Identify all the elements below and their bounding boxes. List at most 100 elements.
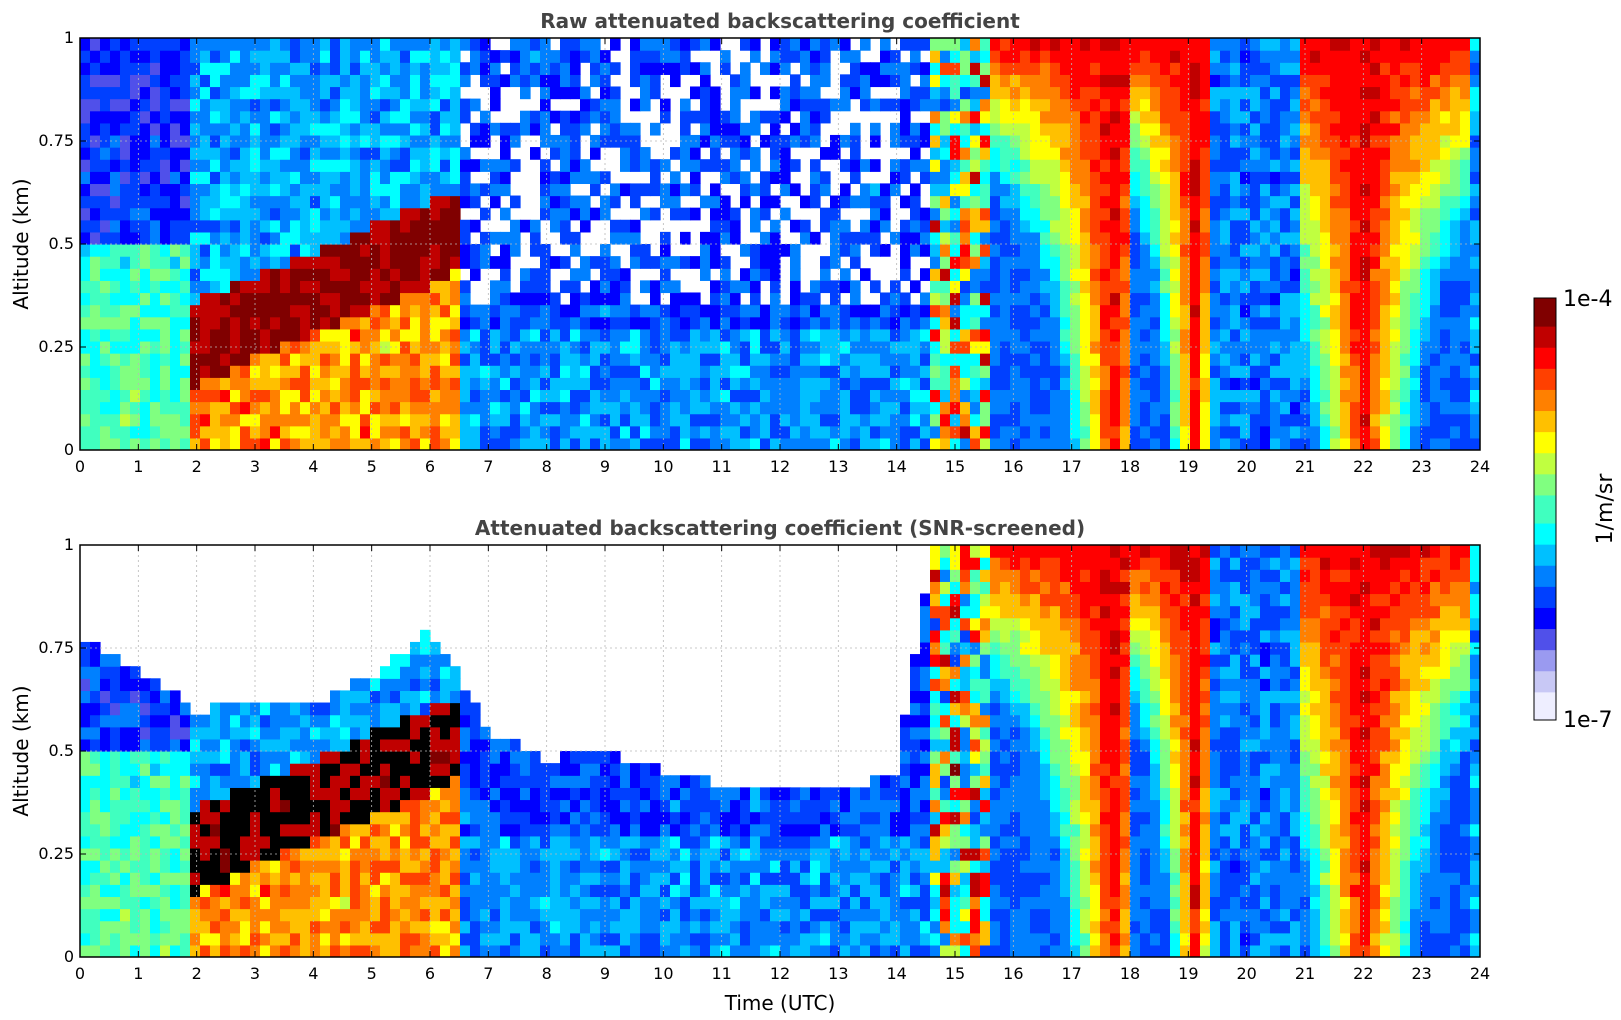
heatmap-cell: [1350, 183, 1361, 197]
heatmap-cell: [530, 377, 541, 391]
heatmap-cell: [1300, 195, 1311, 209]
heatmap-cell: [730, 413, 741, 427]
heatmap-cell: [520, 304, 531, 318]
heatmap-cell: [510, 389, 521, 403]
heatmap-cell: [1220, 256, 1231, 269]
heatmap-cell: [520, 62, 531, 75]
heatmap-cell: [1390, 292, 1401, 306]
heatmap-cell: [770, 231, 781, 245]
heatmap-cell: [670, 377, 681, 391]
heatmap-cell: [990, 86, 1001, 100]
heatmap-cell: [290, 377, 301, 391]
y-tick-label: 0.25: [38, 337, 74, 356]
heatmap-cell: [110, 920, 121, 934]
heatmap-cell: [1350, 219, 1361, 233]
heatmap-cell: [80, 678, 91, 692]
heatmap-cell: [290, 775, 301, 788]
heatmap-cell: [560, 256, 571, 269]
heatmap-cell: [360, 437, 371, 450]
heatmap-cell: [540, 171, 551, 185]
heatmap-cell: [1420, 377, 1431, 391]
heatmap-cell: [1270, 244, 1281, 257]
heatmap-cell: [130, 413, 141, 427]
heatmap-cell: [280, 726, 291, 740]
heatmap-cell: [1270, 74, 1281, 88]
heatmap-cell: [1330, 231, 1341, 245]
heatmap-cell: [210, 799, 221, 813]
heatmap-cell: [330, 110, 341, 124]
heatmap-cell: [1210, 304, 1221, 318]
heatmap-cell: [1010, 98, 1021, 112]
heatmap-cell: [1240, 98, 1251, 112]
heatmap-cell: [1020, 74, 1031, 88]
heatmap-cell: [570, 328, 581, 342]
heatmap-cell: [310, 377, 321, 391]
heatmap-cell: [120, 280, 131, 294]
heatmap-cell: [470, 353, 481, 366]
heatmap-cell: [130, 389, 141, 403]
heatmap-cell: [1220, 147, 1231, 160]
heatmap-cell: [960, 401, 971, 415]
heatmap-cell: [1280, 86, 1291, 100]
heatmap-cell: [1350, 437, 1361, 450]
heatmap-cell: [980, 256, 991, 269]
heatmap-cell: [390, 389, 401, 403]
heatmap-cell: [110, 122, 121, 136]
heatmap-cell: [190, 763, 201, 776]
heatmap-cell: [280, 860, 291, 873]
heatmap-cell: [550, 304, 561, 318]
heatmap-cell: [200, 292, 211, 306]
heatmap-cell: [680, 98, 691, 112]
heatmap-cell: [250, 280, 261, 294]
heatmap-cell: [960, 365, 971, 378]
heatmap-cell: [150, 256, 161, 269]
heatmap-cell: [950, 413, 961, 427]
heatmap-cell: [780, 207, 791, 221]
heatmap-cell: [350, 98, 361, 112]
heatmap-cell: [1360, 231, 1371, 245]
heatmap-cell: [280, 219, 291, 233]
heatmap-cell: [620, 316, 631, 330]
heatmap-cell: [990, 280, 1001, 294]
heatmap-cell: [390, 353, 401, 366]
heatmap-cell: [1310, 268, 1321, 281]
heatmap-cell: [1240, 425, 1251, 439]
heatmap-cell: [1200, 219, 1211, 233]
heatmap-cell: [190, 74, 201, 88]
heatmap-cell: [450, 219, 461, 233]
heatmap-cell: [110, 437, 121, 450]
heatmap-cell: [150, 74, 161, 88]
heatmap-cell: [520, 389, 531, 403]
heatmap-cell: [560, 171, 571, 185]
heatmap-cell: [1120, 413, 1131, 427]
heatmap-cell: [1070, 183, 1081, 197]
heatmap-cell: [900, 292, 911, 306]
heatmap-cell: [90, 666, 101, 679]
heatmap-cell: [320, 195, 331, 209]
heatmap-cell: [460, 231, 471, 245]
heatmap-cell: [180, 50, 191, 63]
heatmap-cell: [200, 811, 211, 825]
heatmap-cell: [1080, 195, 1091, 209]
heatmap-cell: [1130, 98, 1141, 112]
heatmap-cell: [820, 316, 831, 330]
heatmap-cell: [730, 292, 741, 306]
heatmap-cell: [710, 86, 721, 100]
heatmap-cell: [90, 872, 101, 885]
heatmap-cell: [420, 413, 431, 427]
heatmap-cell: [1130, 353, 1141, 366]
heatmap-cell: [1470, 377, 1480, 391]
heatmap-cell: [1240, 316, 1251, 330]
heatmap-cell: [280, 86, 291, 100]
heatmap-cell: [350, 365, 361, 378]
heatmap-cell: [450, 413, 461, 427]
heatmap-cell: [1120, 425, 1131, 439]
heatmap-cell: [940, 219, 951, 233]
heatmap-cell: [1200, 425, 1211, 439]
heatmap-cell: [510, 50, 521, 63]
heatmap-cell: [1100, 98, 1111, 112]
heatmap-cell: [120, 62, 131, 75]
heatmap-cell: [500, 389, 511, 403]
heatmap-cell: [760, 389, 771, 403]
heatmap-cell: [940, 231, 951, 245]
